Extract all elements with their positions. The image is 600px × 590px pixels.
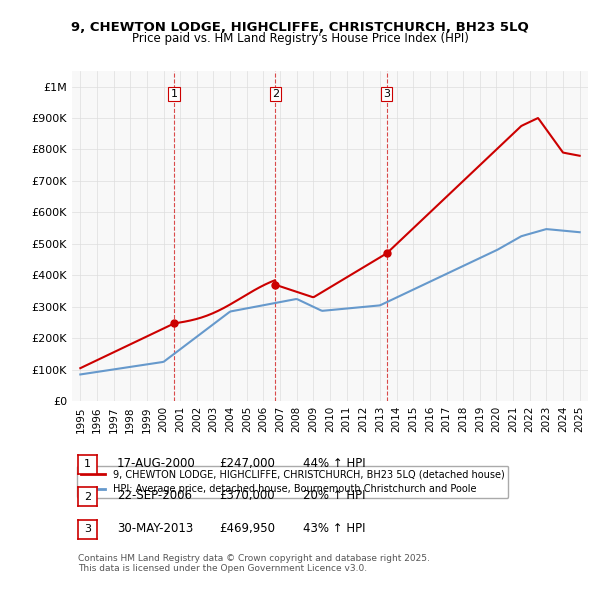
- Text: 1: 1: [84, 460, 91, 469]
- Text: 3: 3: [383, 89, 390, 99]
- Text: This data is licensed under the Open Government Licence v3.0.: This data is licensed under the Open Gov…: [78, 565, 367, 573]
- Text: 1: 1: [170, 89, 178, 99]
- Text: 43% ↑ HPI: 43% ↑ HPI: [303, 522, 365, 535]
- Text: £247,000: £247,000: [219, 457, 275, 470]
- Text: 2: 2: [84, 492, 91, 502]
- Legend: 9, CHEWTON LODGE, HIGHCLIFFE, CHRISTCHURCH, BH23 5LQ (detached house), HPI: Aver: 9, CHEWTON LODGE, HIGHCLIFFE, CHRISTCHUR…: [77, 466, 508, 498]
- Text: £469,950: £469,950: [219, 522, 275, 535]
- Text: 44% ↑ HPI: 44% ↑ HPI: [303, 457, 365, 470]
- Text: 17-AUG-2000: 17-AUG-2000: [117, 457, 196, 470]
- Text: 3: 3: [84, 525, 91, 534]
- Text: 9, CHEWTON LODGE, HIGHCLIFFE, CHRISTCHURCH, BH23 5LQ: 9, CHEWTON LODGE, HIGHCLIFFE, CHRISTCHUR…: [71, 21, 529, 34]
- Text: 30-MAY-2013: 30-MAY-2013: [117, 522, 193, 535]
- Text: 22-SEP-2006: 22-SEP-2006: [117, 489, 192, 502]
- Text: Price paid vs. HM Land Registry's House Price Index (HPI): Price paid vs. HM Land Registry's House …: [131, 32, 469, 45]
- Text: £370,000: £370,000: [219, 489, 275, 502]
- Text: Contains HM Land Registry data © Crown copyright and database right 2025.: Contains HM Land Registry data © Crown c…: [78, 555, 430, 563]
- Text: 20% ↑ HPI: 20% ↑ HPI: [303, 489, 365, 502]
- Text: 2: 2: [272, 89, 279, 99]
